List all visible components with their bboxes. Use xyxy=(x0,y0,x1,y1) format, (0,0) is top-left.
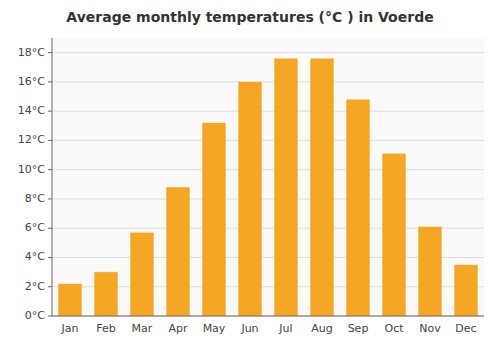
plot-background xyxy=(52,38,484,316)
y-tick-label: 16°C xyxy=(18,75,45,88)
y-ticks: 0°C 2°C 4°C 6°C 8°C 10°C 12°C 14°C 16°C 18°C xyxy=(18,46,52,322)
bar xyxy=(310,58,333,316)
grid-line xyxy=(52,316,484,317)
y-axis-line xyxy=(52,38,53,316)
y-tick-label: 4°C xyxy=(25,250,45,263)
x-tick-label: Oct xyxy=(384,322,404,335)
y-tick-label: 10°C xyxy=(18,163,45,176)
y-tick-label: 0°C xyxy=(25,309,45,322)
x-tick-label: Jan xyxy=(61,322,79,335)
x-tick-label: Jul xyxy=(278,322,292,335)
grid-line xyxy=(52,111,484,112)
x-tick-label: Nov xyxy=(419,322,441,335)
bar xyxy=(382,154,405,316)
bar xyxy=(94,272,117,316)
chart-title: Average monthly temperatures (°C ) in Vo… xyxy=(66,9,433,25)
bars xyxy=(58,58,477,316)
y-tick-label: 8°C xyxy=(25,192,45,205)
y-tick xyxy=(48,198,52,199)
bar xyxy=(166,187,189,316)
x-tick-label: Feb xyxy=(96,322,115,335)
y-tick xyxy=(48,257,52,258)
bar xyxy=(274,58,297,316)
x-tick-label: Aug xyxy=(311,322,332,335)
y-tick xyxy=(48,111,52,112)
bar xyxy=(454,265,477,316)
grid-line xyxy=(52,52,484,53)
bar xyxy=(58,284,81,316)
chart-container: 0°C 2°C 4°C 6°C 8°C 10°C 12°C 14°C 16°C 18°C Jan Fe… xyxy=(0,0,500,350)
y-grid xyxy=(52,53,484,316)
x-axis-line xyxy=(52,316,484,317)
y-tick xyxy=(48,52,52,53)
bar xyxy=(418,227,441,316)
x-tick-label: May xyxy=(203,322,226,335)
y-tick xyxy=(48,169,52,170)
y-tick-label: 18°C xyxy=(18,46,45,59)
x-tick-label: Mar xyxy=(132,322,153,335)
x-tick-label: Sep xyxy=(348,322,369,335)
y-tick xyxy=(48,140,52,141)
x-ticks: Jan Feb Mar Apr May Jun Jul Aug Sep Oct Nov Dec xyxy=(61,322,477,335)
grid-line xyxy=(52,81,484,82)
bar xyxy=(346,99,369,316)
bar xyxy=(130,233,153,316)
y-tick-label: 2°C xyxy=(25,280,45,293)
y-tick-label: 6°C xyxy=(25,221,45,234)
grid-line xyxy=(52,198,484,199)
grid-line xyxy=(52,169,484,170)
y-tick xyxy=(48,228,52,229)
x-tick-label: Jun xyxy=(240,322,258,335)
y-tick-label: 14°C xyxy=(18,104,45,117)
y-tick xyxy=(48,81,52,82)
grid-line xyxy=(52,140,484,141)
chart-svg: 0°C 2°C 4°C 6°C 8°C 10°C 12°C 14°C 16°C 18°C Jan Fe… xyxy=(0,0,500,350)
bar xyxy=(238,82,261,316)
y-tick-label: 12°C xyxy=(18,133,45,146)
x-tick-label: Dec xyxy=(455,322,476,335)
x-tick-label: Apr xyxy=(168,322,188,335)
y-tick xyxy=(48,286,52,287)
bar xyxy=(202,123,225,316)
y-tick xyxy=(48,316,52,317)
